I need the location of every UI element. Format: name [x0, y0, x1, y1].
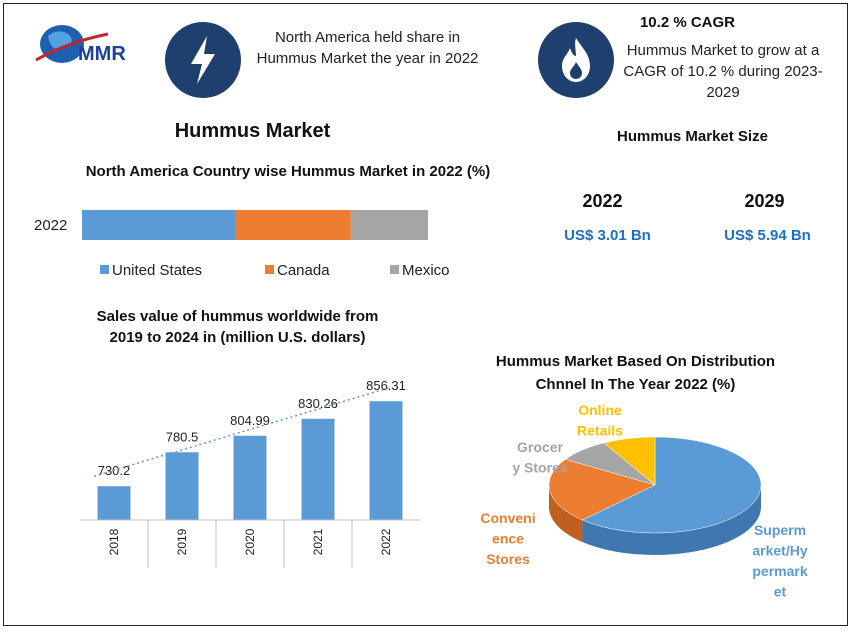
stacked-bar-segment-mexico	[350, 210, 428, 240]
market-size-year-2029: 2029	[744, 191, 785, 211]
legend-swatch-united-states	[100, 265, 109, 274]
cagr-text: Hummus Market to grow at a CAGR of 10.2 …	[623, 42, 823, 101]
sales-tick-2022: 2022	[379, 528, 393, 555]
stacked-bar-segment-canada	[235, 210, 351, 240]
legend-label-united-states: United States	[112, 262, 202, 279]
share-text: North America held share in Hummus Marke…	[256, 29, 479, 67]
mmr-logo: MMR	[35, 25, 126, 65]
market-size-year-2022: 2022	[582, 191, 623, 211]
sales-bar-chart: 730.22018780.52019804.992020830.26202185…	[80, 378, 420, 568]
lightning-circle	[165, 22, 241, 98]
pie-label-supermarket-hypermarket: Superm	[754, 522, 806, 538]
pie-label-supermarket-hypermarket: arket/Hy	[752, 543, 807, 559]
stacked-chart-title: North America Country wise Hummus Market…	[85, 163, 491, 180]
legend-label-canada: Canada	[277, 262, 330, 279]
sales-bar-2022	[369, 401, 403, 520]
pie-label-convenience-stores: Stores	[486, 551, 530, 567]
sales-bar-label-2019: 780.5	[166, 429, 199, 444]
sales-tick-2021: 2021	[311, 528, 325, 555]
pie-label-supermarket-hypermarket: et	[774, 584, 787, 600]
pie-side-supermarket-hypermarket	[582, 485, 761, 555]
stacked-bar-chart: 2022 United States Canada Mexico	[34, 210, 450, 279]
flame-circle	[538, 22, 614, 98]
sales-tick-2018: 2018	[107, 528, 121, 555]
sales-bar-2018	[97, 486, 131, 520]
logo-text: MMR	[78, 43, 126, 65]
pie-slice-convenience-stores	[548, 459, 656, 521]
cagr-title: 10.2 % CAGR	[639, 14, 736, 31]
market-size-value-2022: US$ 3.01 Bn	[564, 227, 651, 244]
pie-label-online-retails: Retails	[577, 423, 623, 439]
sales-chart-title: Sales value of hummus worldwide from 201…	[96, 308, 379, 346]
sales-bar-label-2022: 856.31	[366, 378, 406, 393]
market-title: Hummus Market	[174, 120, 331, 142]
pie-label-convenience-stores: Conveni	[480, 510, 535, 526]
market-size-title: Hummus Market Size	[617, 128, 768, 145]
pie-label-online-retails: Online	[578, 402, 622, 418]
sales-bar-2021	[301, 418, 335, 520]
pie-label-convenience-stores: ence	[492, 531, 524, 547]
lightning-icon	[191, 36, 215, 84]
sales-bar-2020	[233, 435, 267, 520]
market-size-value-2029: US$ 5.94 Bn	[724, 227, 811, 244]
legend-swatch-mexico	[390, 265, 399, 274]
sales-trendline	[93, 386, 392, 477]
sales-bar-label-2021: 830.26	[298, 396, 338, 411]
distribution-pie-chart: Superm arket/Hy permark et Conveni ence Stores…	[480, 402, 807, 600]
pie-slice-supermarket-hypermarket	[581, 436, 762, 534]
pie-side-convenience-stores	[549, 485, 583, 542]
sales-tick-2020: 2020	[243, 528, 257, 555]
pie-label-grocery-stores: y Stores	[512, 460, 567, 476]
sales-bar-label-2020: 804.99	[230, 413, 270, 428]
pie-chart-title: Hummus Market Based On Distribution Chnn…	[495, 353, 776, 393]
pie-label-grocery-stores: Grocer	[517, 439, 563, 455]
stacked-bar-segment-united-states	[82, 210, 236, 240]
legend-swatch-canada	[265, 265, 274, 274]
pie-slice-online-retails	[603, 436, 656, 486]
pie-label-supermarket-hypermarket: permark	[752, 563, 807, 579]
sales-tick-2019: 2019	[175, 528, 189, 555]
stacked-category-label: 2022	[34, 217, 67, 234]
sales-bar-2019	[165, 452, 199, 520]
legend-label-mexico: Mexico	[402, 262, 450, 279]
flame-icon	[562, 38, 590, 82]
